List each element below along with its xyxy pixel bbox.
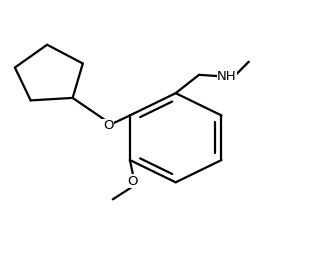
Text: NH: NH [217, 70, 237, 83]
Text: O: O [128, 175, 138, 188]
Text: O: O [103, 120, 113, 132]
